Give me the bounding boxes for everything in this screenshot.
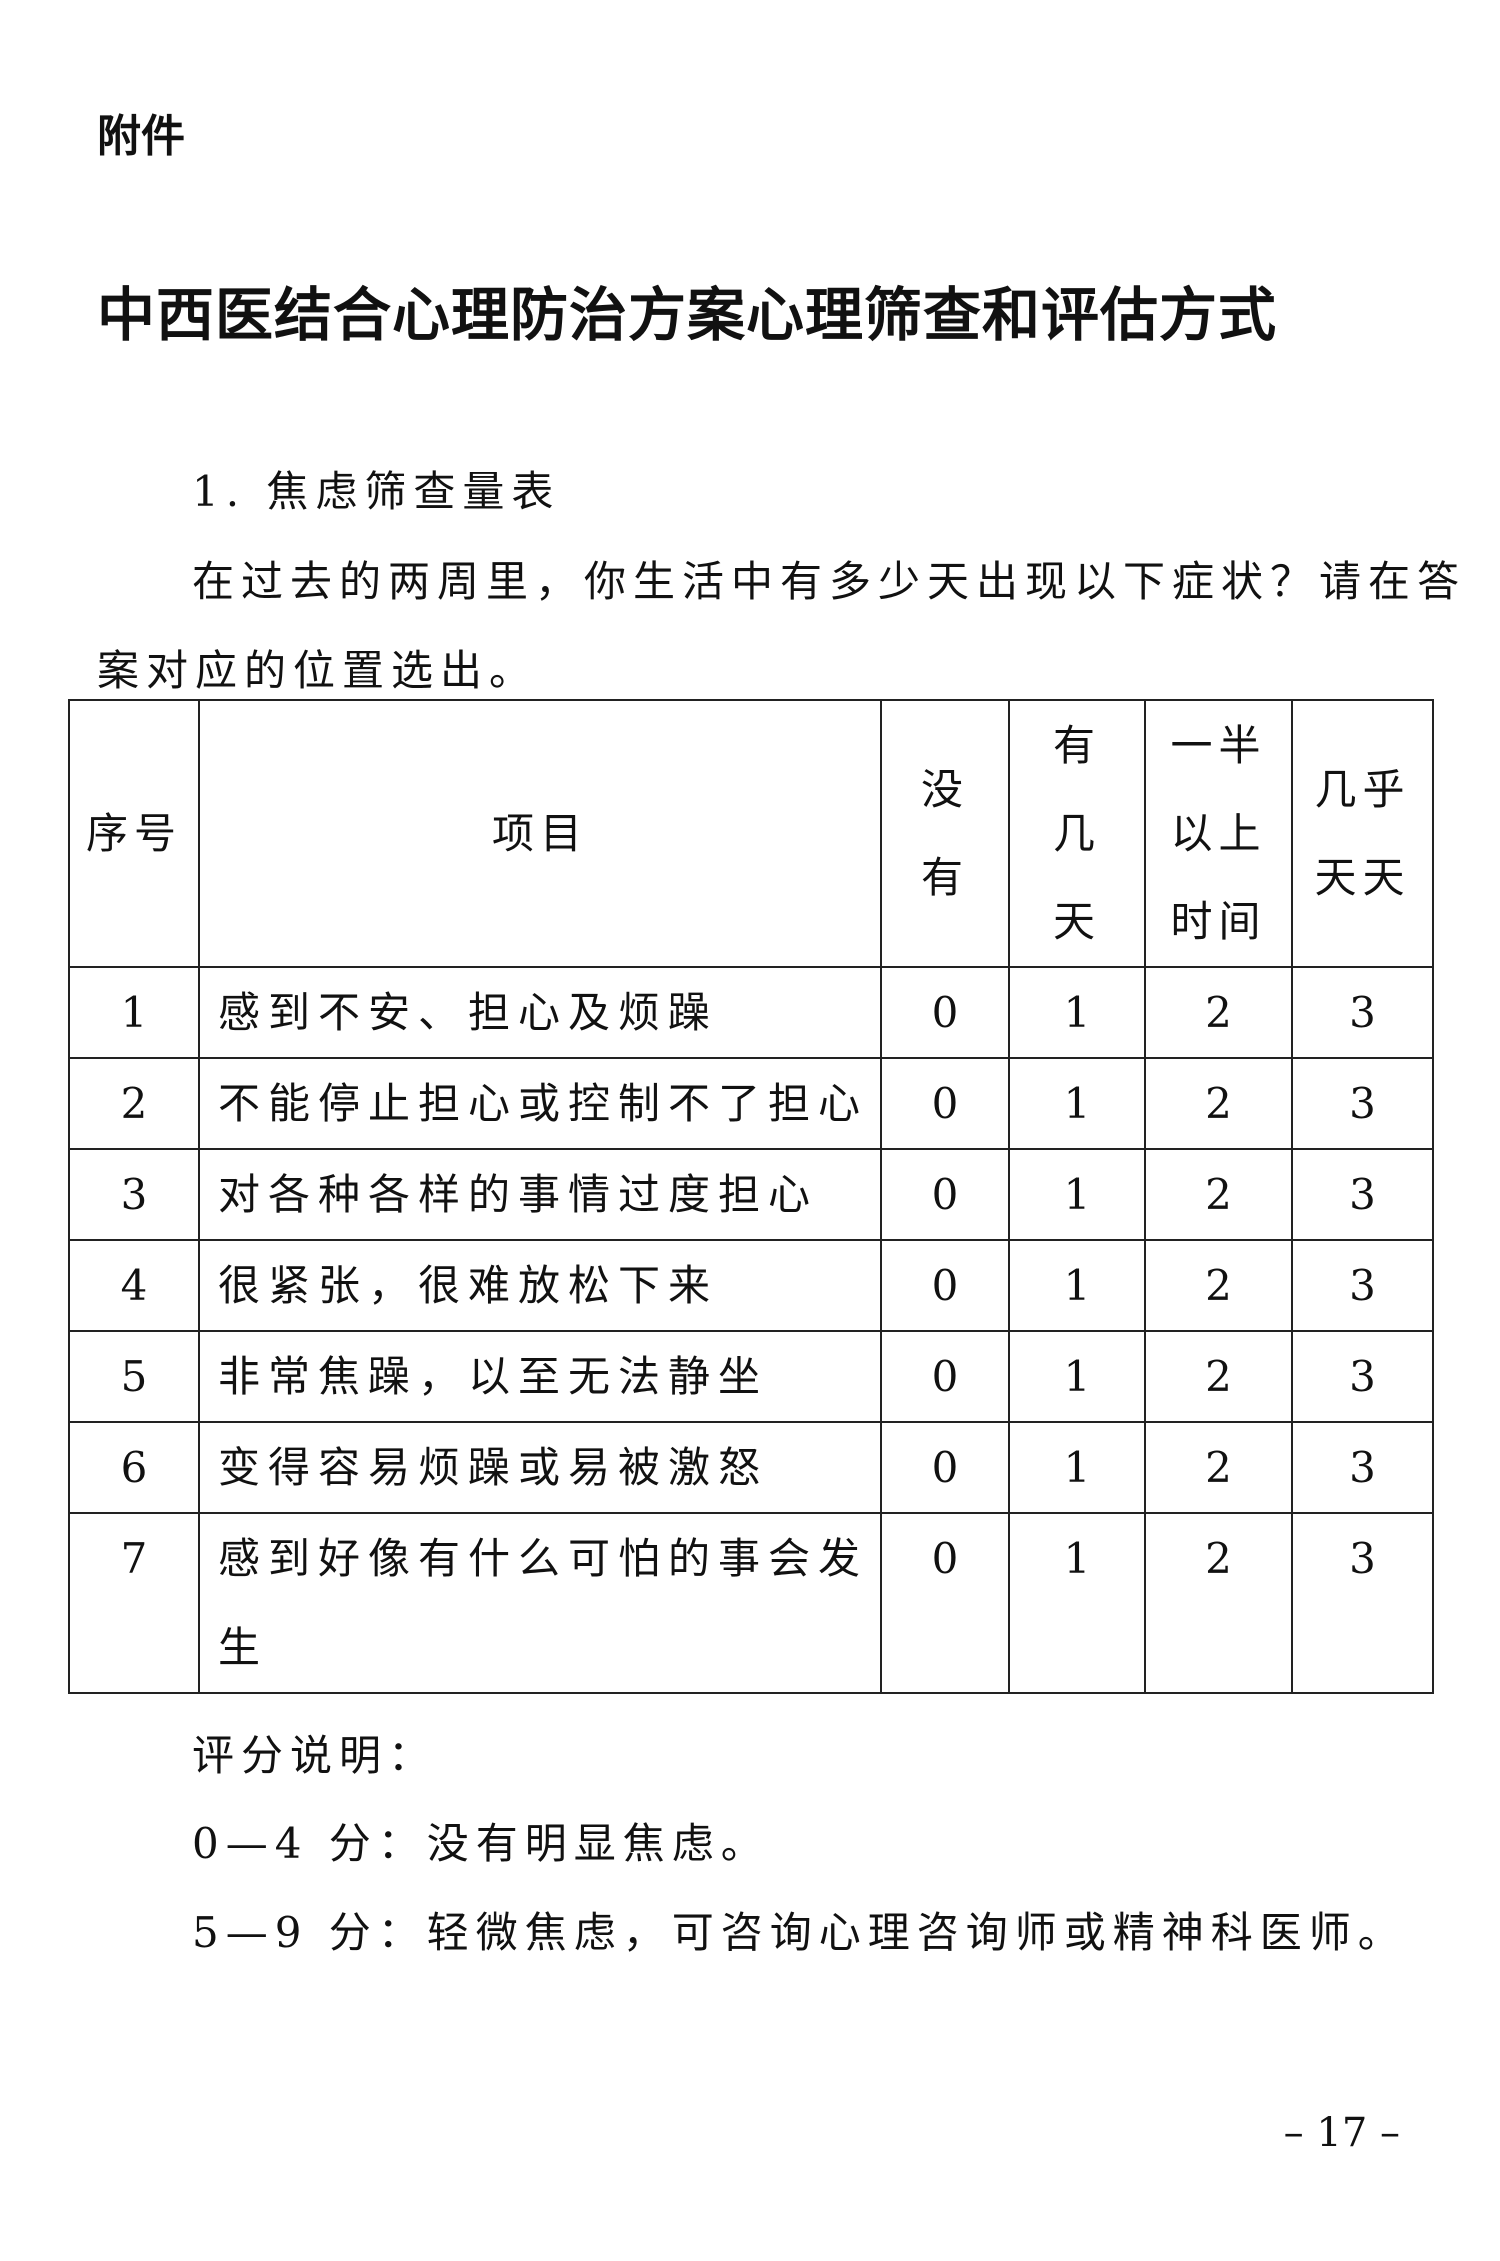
score-none: 0 [880,1421,1010,1514]
score-several-days: 1 [1008,966,1146,1059]
item-text: 不能停止担心或控制不了担心 [198,1057,882,1150]
section-heading: 1. 焦虑筛查量表 [192,467,561,516]
score-none: 0 [880,1057,1010,1150]
score-none: 0 [880,1239,1010,1332]
score-none: 0 [880,1512,1010,1694]
page-title: 中西医结合心理防治方案心理筛查和评估方式 [97,281,1278,349]
score-more-than-half: 2 [1144,1239,1293,1332]
header-more-than-half: 一半 以上 时间 [1144,699,1293,968]
item-text: 感到不安、担心及烦躁 [198,966,882,1059]
table-row: 6 变得容易烦躁或易被激怒 0 1 2 3 [68,1421,1434,1514]
instruction-line-2: 案对应的位置选出。 [97,646,539,695]
row-number: 1 [68,966,200,1059]
row-number: 2 [68,1057,200,1150]
score-nearly-every-day: 3 [1291,1421,1434,1514]
row-number: 3 [68,1148,200,1241]
header-no: 序号 [68,699,200,968]
row-number: 4 [68,1239,200,1332]
score-more-than-half: 2 [1144,1057,1293,1150]
item-text: 感到好像有什么可怕的事会发生 [198,1512,882,1694]
score-several-days: 1 [1008,1512,1146,1694]
scoring-heading: 评分说明： [192,1731,438,1780]
attachment-label: 附件 [97,111,185,162]
table-row: 3 对各种各样的事情过度担心 0 1 2 3 [68,1148,1434,1241]
score-nearly-every-day: 3 [1291,966,1434,1059]
score-none: 0 [880,1148,1010,1241]
table-header-row: 序号 项目 没 有 有 几 天 一半 以上 时间 几乎 天天 [68,699,1434,968]
item-text: 非常焦躁，以至无法静坐 [198,1330,882,1423]
page-number: – 17 – [1283,2110,1400,2156]
table-row: 5 非常焦躁，以至无法静坐 0 1 2 3 [68,1330,1434,1423]
header-item: 项目 [198,699,882,968]
score-nearly-every-day: 3 [1291,1512,1434,1694]
score-several-days: 1 [1008,1239,1146,1332]
scoring-line-2: 5—9 分：轻微焦虑，可咨询心理咨询师或精神科医师。 [192,1908,1407,1957]
instruction-line-1: 在过去的两周里，你生活中有多少天出现以下症状？请在答 [192,557,1467,606]
table-row: 4 很紧张，很难放松下来 0 1 2 3 [68,1239,1434,1332]
header-nearly-every-day: 几乎 天天 [1291,699,1434,968]
anxiety-screening-table: 序号 项目 没 有 有 几 天 一半 以上 时间 几乎 天天 1 感到不安、担心及… [68,699,1434,1694]
score-more-than-half: 2 [1144,966,1293,1059]
score-nearly-every-day: 3 [1291,1057,1434,1150]
score-several-days: 1 [1008,1330,1146,1423]
score-more-than-half: 2 [1144,1330,1293,1423]
score-none: 0 [880,966,1010,1059]
scoring-line-1: 0—4 分：没有明显焦虑。 [192,1819,770,1868]
score-more-than-half: 2 [1144,1421,1293,1514]
header-several-days: 有 几 天 [1008,699,1146,968]
score-nearly-every-day: 3 [1291,1239,1434,1332]
score-more-than-half: 2 [1144,1512,1293,1694]
header-none: 没 有 [880,699,1010,968]
score-several-days: 1 [1008,1148,1146,1241]
row-number: 6 [68,1421,200,1514]
item-text: 变得容易烦躁或易被激怒 [198,1421,882,1514]
item-text: 对各种各样的事情过度担心 [198,1148,882,1241]
table-row: 1 感到不安、担心及烦躁 0 1 2 3 [68,966,1434,1059]
score-several-days: 1 [1008,1421,1146,1514]
row-number: 7 [68,1512,200,1694]
score-several-days: 1 [1008,1057,1146,1150]
score-more-than-half: 2 [1144,1148,1293,1241]
item-text: 很紧张，很难放松下来 [198,1239,882,1332]
score-nearly-every-day: 3 [1291,1330,1434,1423]
table-row: 2 不能停止担心或控制不了担心 0 1 2 3 [68,1057,1434,1150]
score-nearly-every-day: 3 [1291,1148,1434,1241]
table-row: 7 感到好像有什么可怕的事会发生 0 1 2 3 [68,1512,1434,1694]
row-number: 5 [68,1330,200,1423]
score-none: 0 [880,1330,1010,1423]
